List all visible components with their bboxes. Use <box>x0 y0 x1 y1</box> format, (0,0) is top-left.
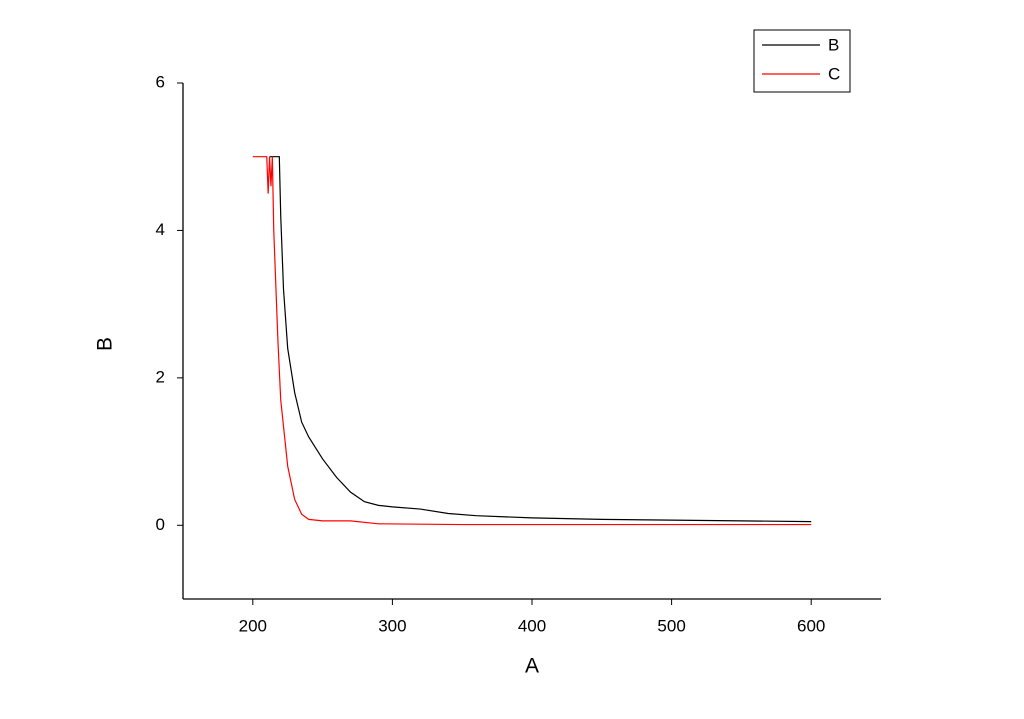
x-tick-label: 500 <box>657 616 685 635</box>
y-axis-title: B <box>94 337 117 351</box>
legend-box <box>753 29 851 93</box>
y-tick-label: 2 <box>156 367 165 386</box>
legend-label: C <box>828 64 840 83</box>
x-tick-label: 200 <box>239 616 267 635</box>
line <box>269 156 812 523</box>
y-tick-label: 6 <box>156 72 165 91</box>
x-tick-label: 600 <box>797 616 825 635</box>
x-tick-label: 400 <box>518 616 546 635</box>
y-tick-label: 0 <box>156 515 165 534</box>
line <box>252 156 812 526</box>
legend-label: B <box>828 35 839 54</box>
y-tick-label: 4 <box>156 220 165 239</box>
x-tick-label: 300 <box>378 616 406 635</box>
x-axis-title: A <box>525 655 539 678</box>
